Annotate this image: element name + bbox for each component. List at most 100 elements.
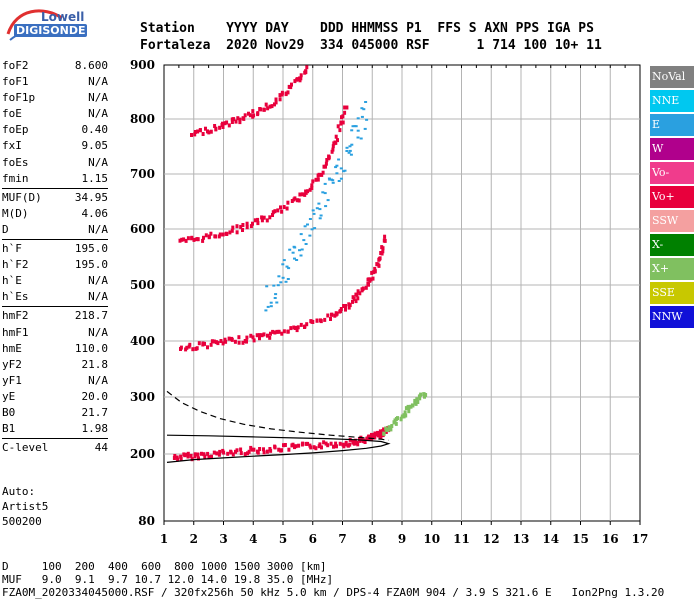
param-name: yF1 <box>2 373 22 387</box>
trace-point <box>342 444 346 449</box>
trace-point <box>203 341 206 346</box>
trace-point <box>308 187 312 192</box>
trace-point <box>324 161 328 166</box>
param-name: foE <box>2 107 22 121</box>
param-row: foF2 8.600 <box>2 58 108 74</box>
trace-point <box>306 189 310 194</box>
trace-point <box>276 284 280 287</box>
trace-point <box>215 451 219 456</box>
trace-point <box>300 192 304 197</box>
param-value: N/A <box>88 107 108 121</box>
trace-point <box>310 186 314 190</box>
trace-point <box>310 183 314 188</box>
trace-point <box>183 453 187 458</box>
footer-file-info: FZA0M_2020334045000.RSF / 320fx256h 50 k… <box>2 586 665 599</box>
trace-point <box>198 128 202 133</box>
trace-point <box>348 145 352 148</box>
trace-point <box>179 345 183 350</box>
trace-point <box>311 320 315 324</box>
y-tick-label: 600 <box>130 222 155 236</box>
param-name: fmin <box>2 171 29 185</box>
trace-point <box>278 97 282 102</box>
param-row: h`E N/A <box>2 273 108 289</box>
trace-point <box>258 333 262 338</box>
trace-point <box>221 232 225 237</box>
param-value: 21.8 <box>81 357 109 371</box>
trace-point <box>207 455 211 460</box>
trace-point <box>239 224 243 229</box>
trace-point <box>293 257 296 260</box>
param-row: foEp 0.40 <box>2 122 108 138</box>
trace-point <box>304 69 308 74</box>
trace-point <box>366 277 370 282</box>
trace-point <box>298 192 302 197</box>
trace-point <box>207 234 211 239</box>
param-row: M(D) 4.06 <box>2 206 108 222</box>
trace-point <box>222 450 226 455</box>
trace-point <box>341 114 345 119</box>
trace-point <box>274 97 278 102</box>
trace-point <box>378 256 382 261</box>
trace-point <box>356 442 360 447</box>
trace-point <box>411 403 415 408</box>
param-name: D <box>2 222 9 236</box>
legend-entry: NoVal <box>650 66 694 88</box>
x-tick-label: 1 <box>160 532 168 546</box>
trace-point <box>286 90 290 95</box>
trace-point <box>229 450 233 455</box>
trace-point <box>262 332 266 337</box>
trace-point <box>274 100 278 105</box>
trace-point <box>344 307 347 312</box>
trace-point <box>192 237 196 242</box>
trace-point <box>373 435 377 440</box>
trace-point <box>337 158 341 161</box>
trace-point <box>214 234 218 239</box>
trace-point <box>335 172 339 175</box>
trace-point <box>356 136 360 139</box>
trace-point <box>319 214 323 217</box>
trace-point <box>245 221 249 226</box>
param-separator <box>2 187 108 189</box>
param-value: N/A <box>88 325 108 339</box>
trace-point <box>186 454 190 459</box>
trace-point <box>338 128 342 133</box>
trace-point <box>277 329 281 334</box>
trace-point <box>212 339 216 344</box>
trace-point <box>245 335 249 340</box>
trace-point <box>202 235 205 240</box>
trace-point <box>249 224 253 229</box>
trace-point <box>190 133 193 137</box>
trace-point <box>251 221 254 226</box>
trace-point <box>326 313 330 318</box>
param-value: 110.0 <box>74 341 108 355</box>
param-row: yE 20.0 <box>2 389 108 405</box>
trace-point <box>349 153 353 156</box>
trace-point <box>375 262 379 267</box>
y-tick-label: 800 <box>130 112 155 126</box>
param-row: hmF2 218.7 <box>2 308 108 324</box>
trace-point <box>335 164 339 167</box>
trace-point <box>370 270 374 275</box>
param-value: 195.0 <box>74 258 108 272</box>
trace-point <box>279 205 282 210</box>
param-name: hmF1 <box>2 325 29 339</box>
param-row: D N/A <box>2 222 108 238</box>
trace-point <box>273 330 277 335</box>
trace-point <box>335 311 339 316</box>
param-name: hmE <box>2 341 22 355</box>
trace-point <box>227 123 231 128</box>
trace-point <box>407 405 411 410</box>
trace-point <box>396 416 399 421</box>
param-name: h`F <box>2 242 22 256</box>
param-row: h`Es N/A <box>2 289 108 305</box>
trace-point <box>415 397 419 402</box>
trace-point <box>352 441 356 446</box>
trace-point <box>318 208 322 211</box>
trace-point <box>182 237 186 242</box>
x-tick-label: 13 <box>513 532 530 546</box>
param-row: foE N/A <box>2 106 108 122</box>
trace-point <box>203 454 207 459</box>
trace-point <box>262 450 266 455</box>
trace-point <box>348 303 352 308</box>
